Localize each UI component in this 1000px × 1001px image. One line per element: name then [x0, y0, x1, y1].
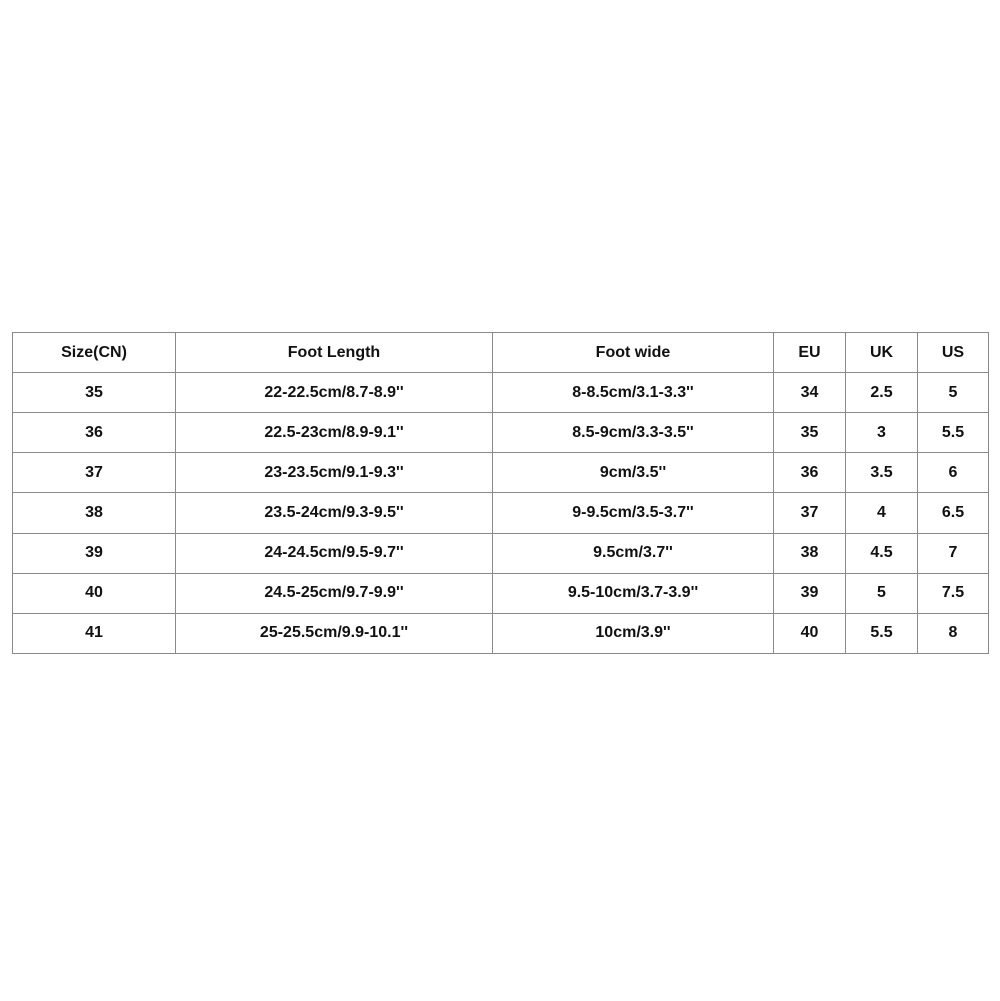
- cell-uk: 4: [845, 492, 918, 534]
- header-uk: UK: [845, 332, 918, 373]
- table-row: 37 23-23.5cm/9.1-9.3'' 9cm/3.5'' 36 3.5 6: [12, 452, 989, 494]
- table-row: 40 24.5-25cm/9.7-9.9'' 9.5-10cm/3.7-3.9'' 3…: [12, 572, 989, 614]
- cell-foot-length: 22.5-23cm/8.9-9.1'': [175, 412, 493, 454]
- header-foot-wide: Foot wide: [492, 332, 774, 373]
- header-size-cn: Size(CN): [12, 332, 176, 373]
- header-foot-length: Foot Length: [175, 332, 493, 373]
- cell-uk: 2.5: [845, 371, 918, 414]
- table-row: 36 22.5-23cm/8.9-9.1'' 8.5-9cm/3.3-3.5'' 35…: [12, 412, 989, 454]
- cell-size-cn: 37: [12, 452, 176, 494]
- cell-us: 6: [917, 452, 989, 494]
- cell-size-cn: 41: [12, 612, 176, 655]
- cell-uk: 5.5: [845, 612, 918, 655]
- cell-us: 7: [917, 532, 989, 574]
- cell-eu: 34: [773, 371, 846, 414]
- cell-foot-wide: 9.5cm/3.7'': [492, 532, 774, 574]
- cell-foot-wide: 9cm/3.5'': [492, 452, 774, 494]
- cell-eu: 37: [773, 492, 846, 534]
- cell-us: 7.5: [917, 572, 989, 614]
- cell-eu: 40: [773, 612, 846, 655]
- cell-foot-wide: 9.5-10cm/3.7-3.9'': [492, 572, 774, 614]
- cell-eu: 39: [773, 572, 846, 614]
- header-us: US: [917, 332, 989, 373]
- cell-foot-length: 24-24.5cm/9.5-9.7'': [175, 532, 493, 574]
- cell-us: 6.5: [917, 492, 989, 534]
- cell-foot-length: 22-22.5cm/8.7-8.9'': [175, 371, 493, 414]
- cell-foot-length: 24.5-25cm/9.7-9.9'': [175, 572, 493, 614]
- cell-size-cn: 40: [12, 572, 176, 614]
- cell-uk: 3: [845, 412, 918, 454]
- cell-us: 8: [917, 612, 989, 655]
- cell-size-cn: 39: [12, 532, 176, 574]
- table-row: 38 23.5-24cm/9.3-9.5'' 9-9.5cm/3.5-3.7'' 37…: [12, 492, 989, 534]
- cell-foot-length: 23-23.5cm/9.1-9.3'': [175, 452, 493, 494]
- cell-size-cn: 36: [12, 412, 176, 454]
- cell-uk: 4.5: [845, 532, 918, 574]
- cell-eu: 38: [773, 532, 846, 574]
- cell-foot-wide: 9-9.5cm/3.5-3.7'': [492, 492, 774, 534]
- cell-uk: 5: [845, 572, 918, 614]
- cell-eu: 35: [773, 412, 846, 454]
- cell-eu: 36: [773, 452, 846, 494]
- header-eu: EU: [773, 332, 846, 373]
- cell-us: 5: [917, 371, 989, 414]
- cell-foot-length: 25-25.5cm/9.9-10.1'': [175, 612, 493, 655]
- header-row: Size(CN) Foot Length Foot wide EU UK US: [12, 332, 989, 373]
- cell-foot-wide: 8-8.5cm/3.1-3.3'': [492, 371, 774, 414]
- table-row: 41 25-25.5cm/9.9-10.1'' 10cm/3.9'' 40 5.5 8: [12, 612, 989, 655]
- cell-foot-wide: 8.5-9cm/3.3-3.5'': [492, 412, 774, 454]
- cell-size-cn: 38: [12, 492, 176, 534]
- size-chart-table: Size(CN) Foot Length Foot wide EU UK US 35 22-…: [12, 332, 989, 655]
- cell-uk: 3.5: [845, 452, 918, 494]
- cell-foot-length: 23.5-24cm/9.3-9.5'': [175, 492, 493, 534]
- table-row: 35 22-22.5cm/8.7-8.9'' 8-8.5cm/3.1-3.3'' 34…: [12, 371, 989, 414]
- cell-us: 5.5: [917, 412, 989, 454]
- table-row: 39 24-24.5cm/9.5-9.7'' 9.5cm/3.7'' 38 4.5 7: [12, 532, 989, 574]
- cell-size-cn: 35: [12, 371, 176, 414]
- cell-foot-wide: 10cm/3.9'': [492, 612, 774, 655]
